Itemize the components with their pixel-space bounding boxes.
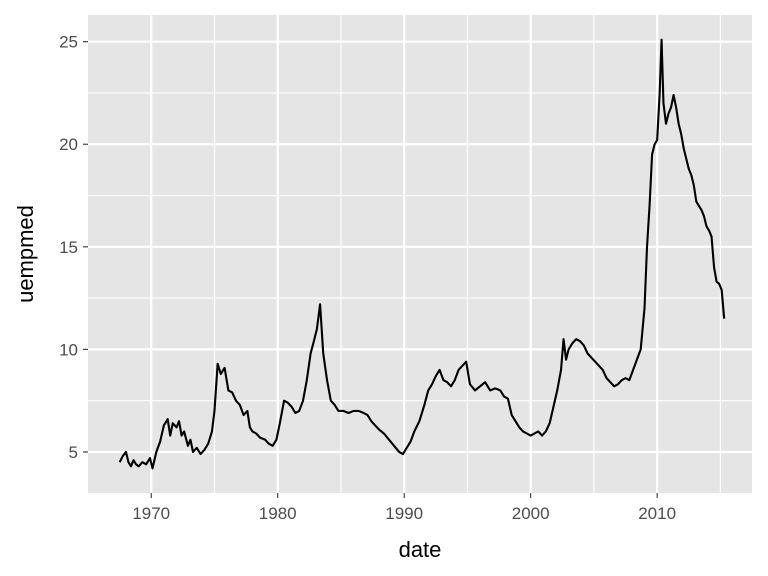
series-line-uempmed xyxy=(118,38,726,470)
y-tick-label: 20 xyxy=(59,135,78,154)
x-tick-label: 1980 xyxy=(259,504,297,523)
y-axis-title: uempmed xyxy=(13,205,38,303)
y-tick-label: 25 xyxy=(59,33,78,52)
y-tick-label: 5 xyxy=(69,443,78,462)
plot-panel xyxy=(88,15,752,493)
x-tick-label: 2000 xyxy=(512,504,550,523)
x-tick-label: 1990 xyxy=(385,504,423,523)
y-axis: 5 10 15 20 25 xyxy=(59,33,88,462)
x-tick-label: 2010 xyxy=(638,504,676,523)
x-axis: 1970 1980 1990 2000 2010 xyxy=(132,493,676,523)
grid-major xyxy=(88,15,752,493)
x-tick-label: 1970 xyxy=(132,504,170,523)
grid-minor xyxy=(88,15,752,493)
y-tick-label: 10 xyxy=(59,340,78,359)
y-tick-label: 15 xyxy=(59,238,78,257)
x-axis-title: date xyxy=(399,537,442,562)
